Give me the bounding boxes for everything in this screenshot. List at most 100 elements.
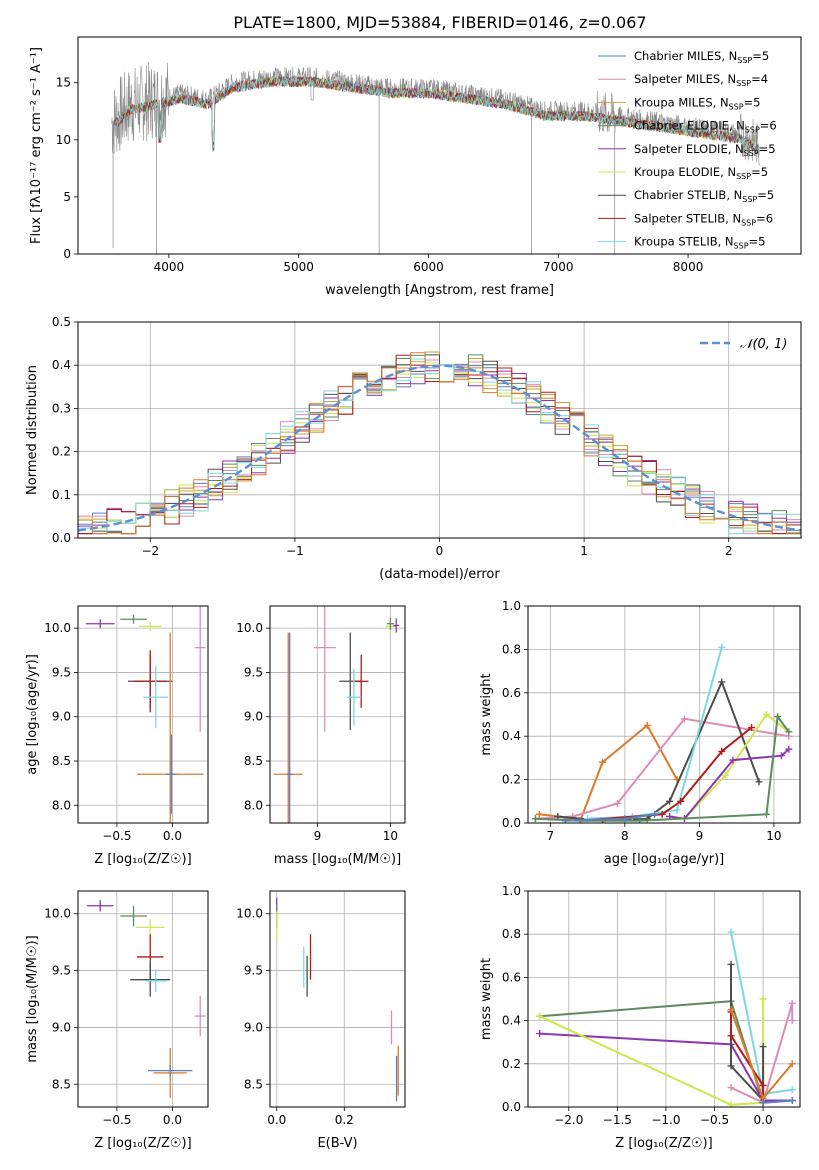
x-tick-label: 0.0 [163, 829, 182, 843]
mass-weight-marker [613, 799, 621, 807]
mass-weight-marker [777, 752, 785, 760]
error-bar-point [148, 1064, 193, 1077]
y-tick-label: 9.5 [52, 964, 71, 978]
error-bar-point [86, 900, 114, 912]
mass-weight-line [730, 964, 765, 1104]
spectrum-panel: 4000 5000 6000 7000 8000 0 5 10 15 wavelength [An… [29, 36, 802, 298]
y-tick-label: 8.0 [244, 798, 263, 812]
legend-label: Salpeter ELODIE, NSSP=5 [634, 142, 776, 158]
age-vs-Z-panel: −0.5 0.0 8.0 8.5 9.0 9.5 10.0 Z [log₁₀(Z/Z☉)] ag… [25, 605, 209, 867]
mass-weight-marker [788, 999, 796, 1007]
spectrum-model-line [113, 75, 760, 155]
y-tick-label: 9.5 [244, 964, 263, 978]
y-tick-label: 8.0 [52, 798, 71, 812]
y-tick-label: 8.5 [244, 754, 263, 768]
y-tick-label: 9.5 [52, 665, 71, 679]
mass-weight-marker [762, 810, 770, 818]
legend-label-suffix: =5 [744, 95, 761, 109]
mass-vs-Z-plot-area [78, 891, 208, 1107]
legend-label-text: Kroupa ELODIE, N [634, 165, 736, 179]
mass-weight-marker [727, 1101, 735, 1107]
y-tick-label: 0.1 [52, 488, 71, 502]
legend-label: Chabrier MILES, NSSP=5 [634, 49, 769, 65]
legend-label-subscript: SSP [736, 172, 751, 181]
x-tick-label: −0.5 [102, 829, 131, 843]
mass-weight-marker [666, 797, 674, 805]
age-vs-Z-plot-area [78, 606, 208, 823]
mass-weight-marker [536, 1030, 544, 1038]
error-bar-point [386, 617, 395, 630]
mass-weight-marker [774, 713, 782, 721]
x-tick-label: 0.2 [335, 1113, 354, 1127]
y-axis-label: mass weight [479, 673, 494, 755]
mass-weight-marker [561, 817, 569, 823]
mass-weight-line [730, 931, 793, 1096]
normal-curve-line [78, 364, 801, 532]
error-bar-point [313, 606, 336, 732]
x-tick-label: 8000 [673, 260, 704, 274]
y-tick-label: 1.0 [502, 884, 521, 898]
mass-weight-marker [755, 778, 763, 786]
mass-weight-marker [788, 1086, 796, 1094]
error-bar-point [346, 668, 362, 726]
legend-label-subscript: SSP [744, 149, 759, 158]
legend-label: Chabrier STELIB, NSSP=5 [634, 188, 774, 204]
x-tick-label: 0.0 [267, 1113, 286, 1127]
y-tick-label: 0.6 [502, 970, 521, 984]
mass-weight-marker [677, 797, 685, 805]
mass-weight-marker [759, 1099, 767, 1107]
y-axis-label: age [log₁₀(age/yr)] [25, 654, 40, 775]
age-vs-mass-plot-area [270, 606, 405, 823]
y-tick-label: 9.0 [52, 710, 71, 724]
x-axis-label: Z [log₁₀(Z/Z☉)] [94, 1136, 191, 1151]
x-axis-label: Z [log₁₀(Z/Z☉)] [615, 1136, 712, 1151]
y-tick-label: 8.5 [52, 1077, 71, 1091]
axes-frame [527, 605, 801, 824]
legend-label: Salpeter STELIB, NSSP=6 [634, 211, 773, 227]
y-tick-label: 9.5 [244, 665, 263, 679]
mass-weight-vs-Z-plot-area [528, 891, 800, 1107]
figure-title: PLATE=1800, MJD=53884, FIBERID=0146, z=0… [233, 13, 646, 32]
y-tick-label: 9.0 [244, 1020, 263, 1034]
mass-weight-marker [536, 1012, 544, 1020]
mass-weight-marker [673, 806, 681, 814]
x-tick-label: 0 [436, 544, 444, 558]
x-tick-label: −1.5 [603, 1113, 632, 1127]
axes-frame [77, 605, 209, 824]
y-tick-label: 10.0 [236, 621, 263, 635]
residuals-plot-area [78, 322, 801, 538]
mass-weight-line [539, 999, 765, 1106]
legend-label-subscript: SSP [729, 102, 744, 111]
x-tick-label: −1.0 [651, 1113, 680, 1127]
legend-label-suffix: =6 [756, 211, 773, 225]
x-tick-label: 1 [580, 544, 588, 558]
mass-weight-marker [727, 928, 735, 936]
mass-weight-marker [727, 1062, 735, 1070]
legend-label-text: Chabrier ELODIE, N [634, 119, 745, 133]
y-tick-label: 0 [63, 247, 71, 261]
x-tick-label: 9 [696, 829, 704, 843]
mass-weight-line [587, 646, 723, 820]
x-tick-label: −0.5 [700, 1113, 729, 1127]
error-bar-point [130, 962, 171, 997]
y-tick-label: 10.0 [44, 621, 71, 635]
x-axis-label: E(B-V) [317, 1136, 357, 1151]
legend-label: Chabrier ELODIE, NSSP=6 [634, 119, 777, 135]
legend-label: Kroupa STELIB, NSSP=5 [634, 235, 765, 251]
y-tick-label: 0.4 [502, 1014, 521, 1028]
mass-weight-marker [718, 678, 726, 686]
axes-frame [77, 890, 209, 1108]
legend-label: Kroupa MILES, NSSP=5 [634, 95, 760, 111]
x-axis-label: wavelength [Angstrom, rest frame] [325, 283, 554, 298]
legend-label-subscript: SSP [741, 218, 756, 227]
legend-label-text: Salpeter ELODIE, N [634, 142, 744, 156]
error-bar-point [286, 632, 293, 823]
legend-label-text: Chabrier MILES, N [634, 49, 737, 63]
x-tick-label: −1 [286, 544, 304, 558]
mass-weight-marker [759, 1081, 767, 1089]
legend-label: Kroupa ELODIE, NSSP=5 [634, 165, 768, 181]
y-tick-label: 10.0 [44, 907, 71, 921]
mass-weight-marker [680, 715, 688, 723]
